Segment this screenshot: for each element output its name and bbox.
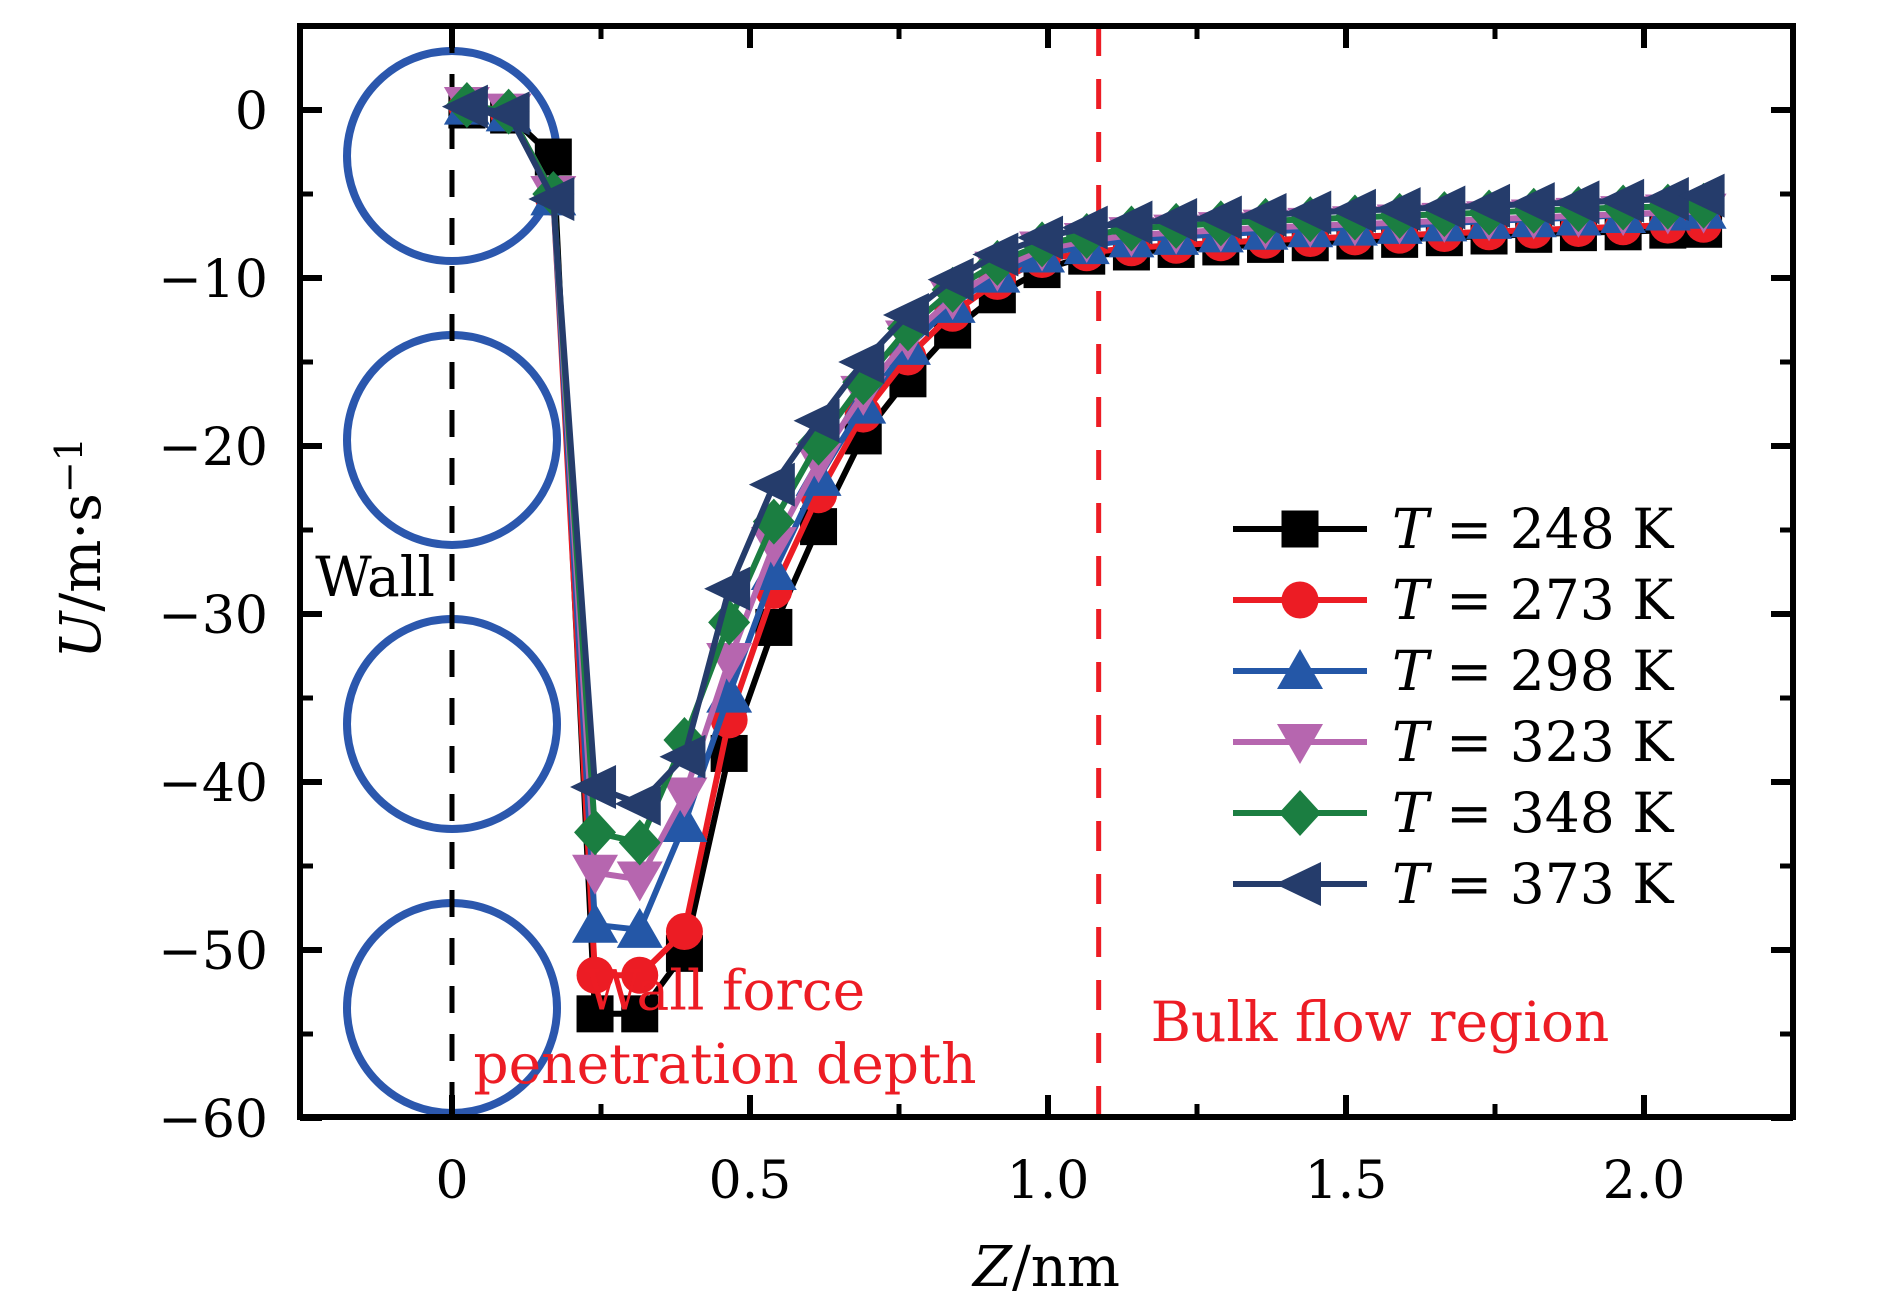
- legend-marker-323K: [1277, 724, 1323, 764]
- series-marker-373K: [927, 257, 974, 302]
- x-tick-label: 2.0: [1603, 1151, 1686, 1211]
- series-marker-298K: [616, 907, 663, 948]
- legend-label-248K: T = 248 K: [1392, 497, 1674, 561]
- series-marker-373K: [1329, 188, 1376, 233]
- series-marker-373K: [528, 177, 575, 222]
- series-marker-323K: [661, 777, 708, 818]
- legend-label-373K: T = 373 K: [1392, 852, 1674, 916]
- series-marker-323K: [616, 861, 663, 902]
- series-marker-373K: [1151, 198, 1198, 243]
- series-marker-373K: [838, 340, 885, 384]
- x-tick-label: 1.5: [1305, 1151, 1388, 1211]
- series-marker-273K: [576, 956, 614, 994]
- series-marker-373K: [483, 91, 530, 136]
- series-marker-373K: [972, 232, 1019, 277]
- series-marker-373K: [704, 566, 751, 611]
- y-tick-label: −50: [158, 922, 268, 982]
- series-marker-373K: [1678, 173, 1725, 218]
- wall-force-penetration-depth-label: Wall force: [585, 958, 865, 1022]
- series-marker-373K: [882, 292, 929, 337]
- series-marker-373K: [441, 84, 488, 129]
- series-marker-373K: [1240, 193, 1287, 237]
- series-marker-373K: [1598, 178, 1645, 223]
- legend-marker-348K: [1279, 790, 1321, 836]
- series-marker-298K: [661, 802, 708, 842]
- y-axis-title: U/m·s−1: [47, 437, 114, 659]
- series-marker-373K: [1106, 200, 1153, 245]
- series-marker-373K: [748, 462, 795, 507]
- y-tick-label: −30: [158, 586, 268, 646]
- series-marker-373K: [1285, 190, 1332, 235]
- x-tick-label: 1.0: [1007, 1151, 1090, 1211]
- series-marker-373K: [1642, 177, 1689, 222]
- series-marker-373K: [1464, 183, 1511, 228]
- series-marker-273K: [665, 913, 703, 951]
- wall-label: Wall: [315, 545, 435, 609]
- legend-marker-373K: [1275, 862, 1321, 906]
- series-marker-323K: [750, 527, 797, 568]
- series-marker-373K: [1508, 182, 1555, 227]
- legend-label-323K: T = 323 K: [1392, 710, 1674, 774]
- series-marker-373K: [659, 734, 706, 779]
- legend-marker-273K: [1281, 581, 1319, 619]
- y-tick-label: 0: [235, 82, 268, 142]
- series-marker-373K: [1195, 195, 1242, 240]
- y-tick-label: −20: [158, 418, 268, 478]
- series-marker-348K: [618, 819, 661, 866]
- y-tick-label: −10: [158, 250, 268, 310]
- series-marker-323K: [572, 854, 619, 895]
- series-marker-248K: [576, 995, 614, 1033]
- legend-label-298K: T = 298 K: [1392, 639, 1674, 703]
- series-marker-373K: [614, 781, 661, 826]
- legend-label-348K: T = 348 K: [1392, 781, 1674, 845]
- y-tick-label: −60: [158, 1090, 268, 1150]
- legend-label-273K: T = 273 K: [1392, 568, 1674, 632]
- series-marker-373K: [1017, 215, 1064, 260]
- series-marker-373K: [1553, 180, 1600, 225]
- x-axis-title: Z/nm: [971, 1235, 1120, 1300]
- legend-marker-298K: [1277, 649, 1323, 689]
- series-marker-273K: [621, 956, 659, 994]
- x-tick-label: 0: [435, 1151, 468, 1211]
- series-marker-373K: [793, 398, 840, 443]
- x-tick-label: 0.5: [709, 1151, 792, 1211]
- series-marker-373K: [570, 765, 617, 810]
- bulk-flow-region-label: Bulk flow region: [1151, 990, 1610, 1054]
- series-marker-373K: [1061, 205, 1108, 250]
- series-marker-248K: [621, 995, 659, 1033]
- y-tick-label: −40: [158, 754, 268, 814]
- series-marker-298K: [572, 902, 619, 943]
- series-marker-373K: [1374, 187, 1421, 232]
- series-marker-348K: [574, 809, 617, 856]
- wall-force-penetration-depth-label: penetration depth: [473, 1032, 976, 1096]
- legend-marker-248K: [1281, 510, 1319, 548]
- series-marker-373K: [1419, 185, 1466, 230]
